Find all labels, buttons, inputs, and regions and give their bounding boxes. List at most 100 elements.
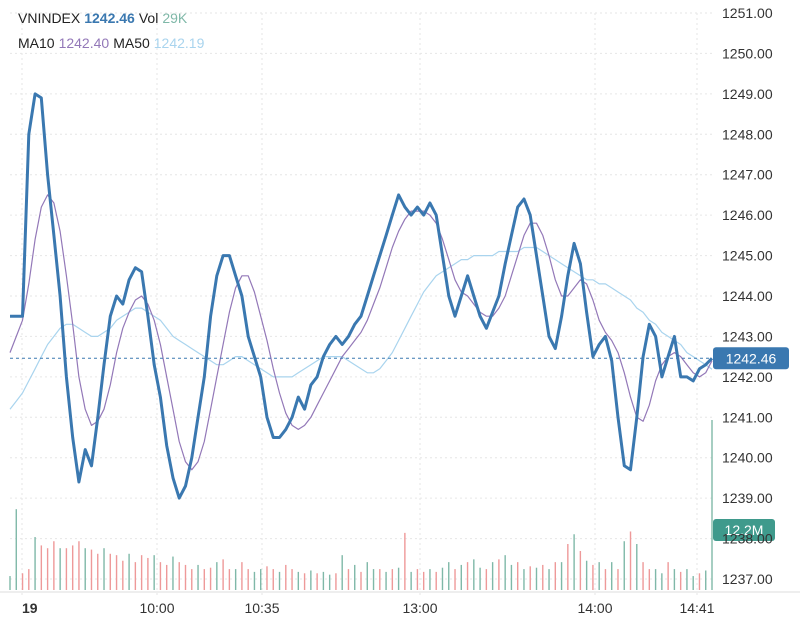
volume-bar (285, 564, 287, 590)
volume-bar (705, 570, 707, 590)
legend-vol-label: Vol (138, 10, 159, 26)
volume-bar (498, 559, 500, 590)
volume-bar (573, 534, 575, 590)
volume-bar (360, 571, 362, 590)
volume-bar (529, 566, 531, 590)
volume-bar (679, 571, 682, 590)
volume-bar (34, 537, 36, 590)
price-line-group (10, 92, 714, 500)
volume-bar (592, 564, 594, 590)
volume-bar (128, 553, 130, 590)
y-axis: 1237.00 1238.00 1239.00 1240.00 1241.00 1242.… (722, 5, 773, 587)
volume-bar (260, 569, 262, 590)
volume-bar (560, 562, 563, 590)
volume-bar (379, 569, 381, 590)
legend-row-2: MA10 1242.40 MA50 1242.19 (18, 35, 208, 51)
volume-bar (90, 549, 93, 590)
volume-bar (523, 569, 525, 590)
volume-bar (598, 562, 600, 590)
volume-bar (516, 562, 519, 590)
x-tick-label: 13:00 (402, 600, 437, 616)
volume-bar (253, 571, 256, 590)
ma10-line (9, 194, 713, 471)
volume-bar (585, 560, 588, 590)
volume-bar (460, 564, 462, 590)
legend-row-1: VNINDEX 1242.46 Vol 29K (18, 10, 191, 26)
volume-bar (197, 564, 199, 590)
volume-bar (410, 571, 412, 590)
volume-bar (366, 562, 368, 590)
volume-bar (316, 573, 318, 590)
volume-bar (228, 569, 231, 590)
volume-bar (15, 509, 17, 590)
volume-bar (216, 562, 218, 590)
volume-bar (203, 569, 206, 590)
y-tick-label: 1246.00 (722, 207, 773, 223)
volume-bar (328, 574, 331, 590)
volume-bar (661, 573, 663, 590)
last-price-tag (713, 347, 789, 370)
y-tick-label: 1247.00 (722, 167, 773, 183)
volume-bar (122, 560, 124, 590)
volume-bar (686, 569, 688, 590)
volume-bar (65, 548, 68, 590)
volume-bar (46, 548, 49, 590)
y-tick-label: 1238.00 (722, 531, 773, 547)
volume-bar (673, 569, 676, 590)
volume-bar (241, 562, 243, 590)
volume-bar (59, 548, 61, 590)
volume-bar (548, 569, 550, 590)
volume-bar (71, 545, 74, 590)
volume-bar (567, 544, 569, 590)
y-tick-label: 1242.00 (722, 369, 773, 385)
volume-bar (303, 573, 306, 590)
volume-bar (84, 548, 86, 590)
volume-bar (53, 541, 55, 590)
volume-bar (385, 571, 387, 590)
volume-bar (435, 571, 437, 590)
volume-bar (272, 569, 274, 590)
volume-bar (341, 555, 343, 590)
volume-tag-label: 12.2M (725, 522, 764, 538)
volume-bar (391, 569, 394, 590)
volume-bar (441, 567, 444, 590)
ma50-line (9, 246, 713, 410)
volume-bar (347, 569, 350, 590)
volume-bar (667, 562, 669, 590)
volume-bar (140, 555, 143, 590)
y-tick-label: 1243.00 (722, 328, 773, 344)
volume-bar (9, 576, 11, 590)
volume-bar (504, 555, 506, 590)
volume-bar (698, 573, 701, 590)
volume-bar (604, 569, 607, 590)
volume-bar (642, 562, 644, 590)
volume-bar (297, 571, 300, 590)
legend-ma10-label: MA10 (18, 35, 55, 51)
grid (10, 12, 712, 597)
volume-bar (159, 562, 162, 590)
volume-bar (416, 569, 419, 590)
volume-bar (372, 569, 375, 590)
volume-bar (554, 562, 557, 590)
volume-bar (629, 531, 632, 590)
volume-bar (103, 548, 105, 590)
volume-bar (40, 545, 43, 590)
y-tick-label: 1245.00 (722, 248, 773, 264)
y-tick-label: 1239.00 (722, 490, 773, 506)
volume-bar (115, 555, 118, 590)
volume-bar (636, 544, 638, 590)
volume-bar (78, 541, 80, 590)
volume-bars (9, 420, 713, 590)
x-axis: 19 10:00 10:35 13:00 14:00 14:41 (0, 591, 800, 616)
legend-last-value: 1242.46 (84, 10, 135, 26)
legend-ma50-label: MA50 (113, 35, 150, 51)
volume-bar (404, 532, 406, 590)
y-tick-label: 1250.00 (722, 45, 773, 61)
volume-bar (335, 573, 337, 590)
volume-bar (623, 541, 625, 590)
legend-vol-value: 29K (162, 10, 188, 26)
volume-bar (322, 571, 325, 590)
volume-bar (266, 566, 268, 590)
volume-bar (491, 562, 494, 590)
